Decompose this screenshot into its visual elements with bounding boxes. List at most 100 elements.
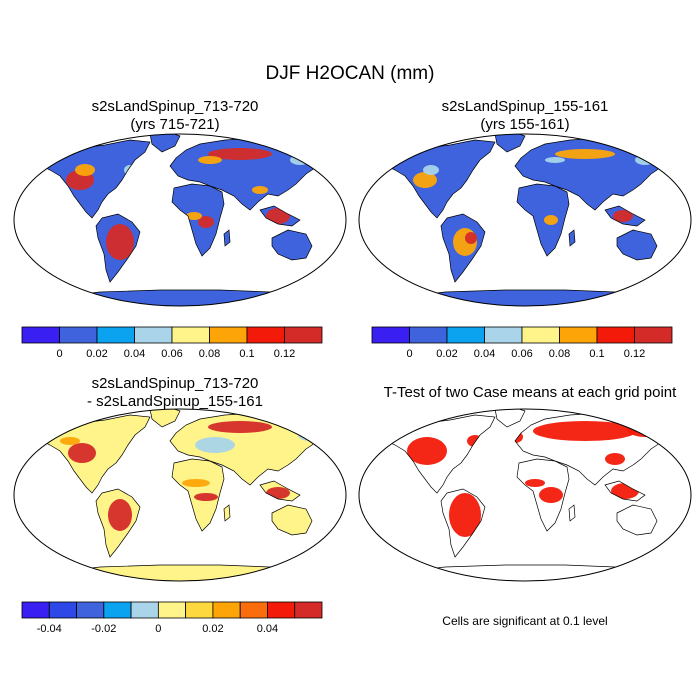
field-patch <box>68 443 96 463</box>
colorbar-swatch <box>521 326 560 344</box>
field-patch <box>605 453 625 465</box>
colorbar-swatch <box>484 326 523 344</box>
coastline-africa <box>171 183 225 257</box>
coastline-namerica <box>384 139 496 219</box>
coastline-greenland <box>149 409 181 428</box>
panel-title-4: T-Test of two Case means at each grid po… <box>360 384 700 402</box>
coastline-seasia <box>259 205 301 227</box>
figure-title: DJF H2OCAN (mm) <box>265 63 435 84</box>
panel-title-1-line1: s2sLandSpinup_713-720 <box>91 98 259 115</box>
panel-title-1: s2sLandSpinup_713-720 (yrs 715-721) <box>25 98 325 134</box>
map-border <box>358 408 692 582</box>
field-patch <box>413 172 437 188</box>
colorbar-tick-label: 0.02 <box>202 623 223 635</box>
field-patch <box>544 215 558 225</box>
panel-title-2-line2: (yrs 155-161) <box>480 116 570 133</box>
field-patch <box>533 421 637 441</box>
field-patch <box>75 164 95 176</box>
field-patch <box>195 437 235 453</box>
colorbar-swatch <box>246 326 285 344</box>
colorbar-tick-label: 0.08 <box>199 348 220 360</box>
panel-title-3-line2: - s2sLandSpinup_155-161 <box>87 393 263 410</box>
colorbar-swatch <box>157 601 187 619</box>
field-patch <box>194 493 218 501</box>
colorbar-tick-label: 0 <box>56 348 62 360</box>
panel-title-4-line1: T-Test of two Case means at each grid po… <box>383 384 677 401</box>
field-patch <box>60 437 80 445</box>
colorbar-tick-label: 0.08 <box>549 348 570 360</box>
map-panel-case1 <box>13 133 347 307</box>
field-patch <box>449 493 481 537</box>
field-patch <box>407 437 447 465</box>
field-patch <box>252 186 268 194</box>
coastline-seasia <box>604 205 646 227</box>
coastline-australia <box>271 504 313 536</box>
colorbar-tick-label: 0.1 <box>239 348 254 360</box>
coastline-samerica <box>95 488 141 558</box>
colorbar-difference: -0.04 -0.02 0 0.02 0.04 <box>21 601 323 635</box>
colorbar-swatch <box>371 326 410 344</box>
field-patch <box>198 156 222 164</box>
map-border <box>358 133 692 307</box>
coastline-samerica <box>440 488 486 558</box>
coastline-madagascar <box>223 229 231 247</box>
coastline-greenland <box>494 134 526 153</box>
coastline-madagascar <box>223 504 231 522</box>
colorbar-swatch <box>596 326 635 344</box>
colorbar-tick-label: 0.06 <box>511 348 532 360</box>
colorbar-swatch <box>134 326 173 344</box>
field-patch <box>106 224 134 260</box>
colorbar-swatch <box>267 601 296 619</box>
map-panel-case2 <box>358 133 692 307</box>
colorbar-tick-label: 0.04 <box>474 348 495 360</box>
field-patch <box>208 148 272 160</box>
field-patch <box>198 216 214 228</box>
field-patch <box>108 499 132 531</box>
colorbar-swatch <box>21 326 60 344</box>
colorbar-tick-label: 0 <box>155 623 161 635</box>
colorbar-case1: 0 0.02 0.04 0.06 0.08 0.1 0.12 <box>21 326 323 360</box>
colorbar-swatch <box>634 326 673 344</box>
colorbar-tick-label: 0.12 <box>624 348 645 360</box>
coastline-seasia <box>604 480 646 502</box>
coastline-africa <box>516 183 570 257</box>
panel-title-2: s2sLandSpinup_155-161 (yrs 155-161) <box>375 98 675 134</box>
coastline-samerica <box>440 213 486 283</box>
field-patch <box>208 421 272 433</box>
field-patch <box>545 157 565 163</box>
colorbar-tick-label: -0.02 <box>91 623 116 635</box>
field-patch <box>555 149 615 159</box>
coastline-namerica <box>39 414 151 494</box>
colorbar-swatch <box>212 601 241 619</box>
field-patch <box>182 479 210 487</box>
field-patch <box>423 165 439 175</box>
map-panel-ttest <box>358 408 692 582</box>
map-border <box>13 133 347 307</box>
colorbar-swatch <box>21 601 50 619</box>
field-patch <box>465 232 477 244</box>
colorbar-swatch <box>48 601 77 619</box>
colorbar-tick-label: 0.02 <box>436 348 457 360</box>
colorbar-swatch <box>103 601 132 619</box>
coastline-australia <box>616 504 658 536</box>
colorbar-case2: 0 0.02 0.04 0.06 0.08 0.1 0.12 <box>371 326 673 360</box>
colorbar-tick-label: 0 <box>406 348 412 360</box>
colorbar-tick-label: 0.02 <box>86 348 107 360</box>
panel-title-2-line1: s2sLandSpinup_155-161 <box>441 98 609 115</box>
ttest-note: Cells are significant at 0.1 level <box>442 614 608 628</box>
colorbar-tick-label: 0.06 <box>161 348 182 360</box>
panel-title-3: s2sLandSpinup_713-720 - s2sLandSpinup_15… <box>25 375 325 411</box>
colorbar-tick-label: -0.04 <box>37 623 62 635</box>
colorbar-tick-label: 0.1 <box>589 348 604 360</box>
map-panel-difference <box>13 408 347 582</box>
colorbar-swatch <box>446 326 485 344</box>
coastline-namerica <box>384 414 496 494</box>
colorbar-tick-label: 0.12 <box>274 348 295 360</box>
colorbar-swatch <box>185 601 214 619</box>
coastline-seasia <box>259 480 301 502</box>
coastline-madagascar <box>568 229 576 247</box>
colorbar-swatch <box>130 601 159 619</box>
colorbar-swatch <box>559 326 598 344</box>
colorbar-swatch <box>171 326 210 344</box>
colorbar-swatch <box>76 601 105 619</box>
